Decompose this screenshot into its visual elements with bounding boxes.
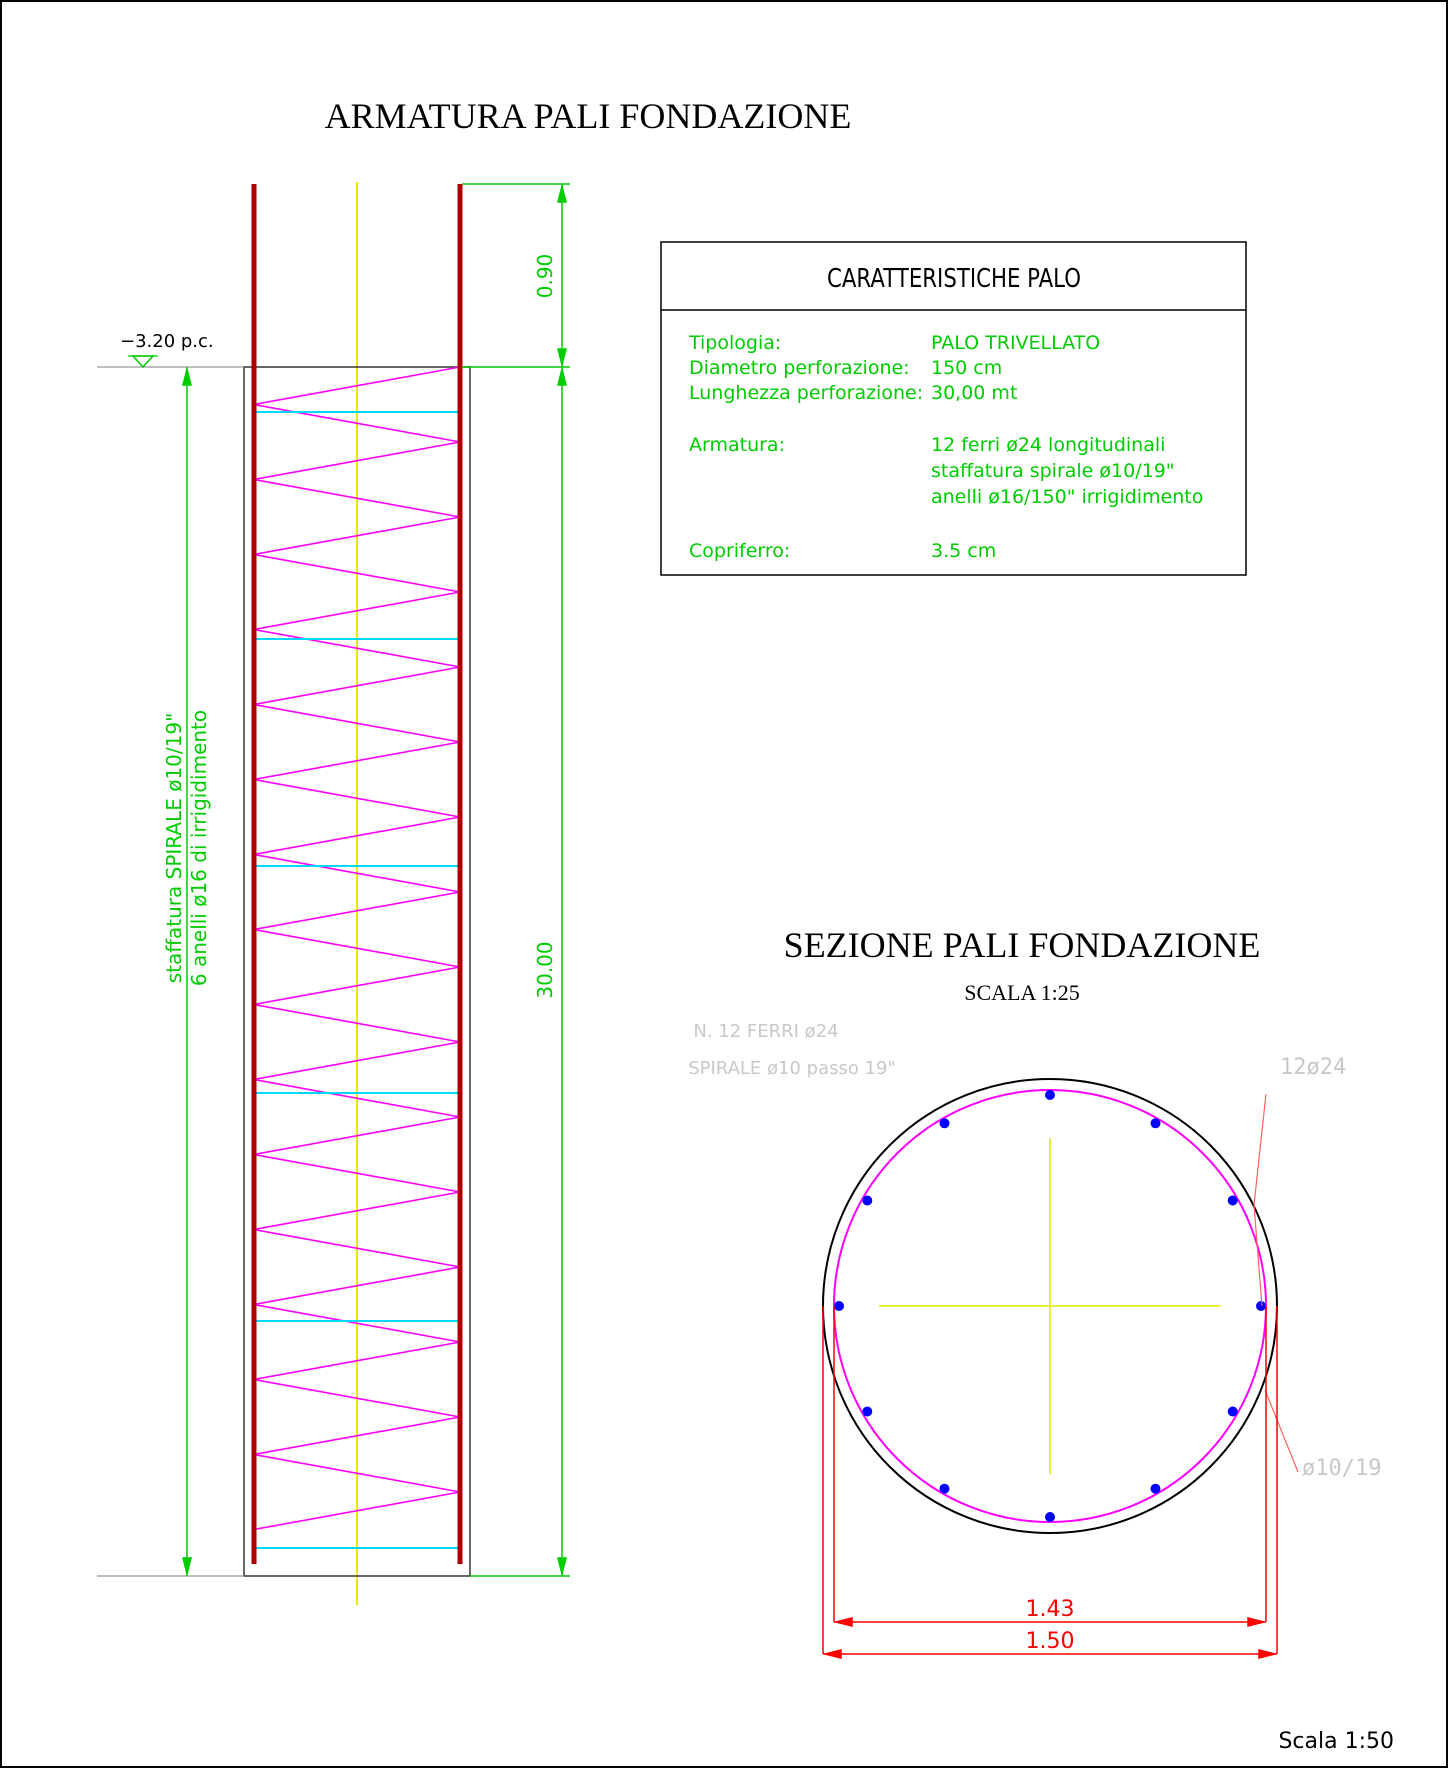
- characteristics-table: [660, 241, 1247, 576]
- table-value-copriferro: 3.5 cm: [931, 540, 996, 562]
- section-bar-11: [862, 1195, 873, 1206]
- dim-arrow-inner-right: [1247, 1617, 1265, 1627]
- dim-arrow-outer-right: [1258, 1649, 1276, 1659]
- pile-outline: [243, 366, 471, 1577]
- table-value-diametro: 150 cm: [931, 357, 1002, 379]
- dim-arrow-2: [557, 348, 567, 366]
- dim-arrow-5: [182, 368, 192, 386]
- dim-arrow-inner-left: [835, 1617, 853, 1627]
- spiral-zigzag: [253, 366, 461, 1531]
- table-value-armatura-3: anelli ø16/150" irrigidimento: [931, 486, 1203, 508]
- section-scale: SCALA 1:25: [964, 980, 1080, 1005]
- dim-arrow-3: [557, 368, 567, 386]
- section-bar-7: [1045, 1512, 1055, 1522]
- section-bar-1: [1045, 1090, 1055, 1100]
- leader-bars-1: [1253, 1093, 1267, 1206]
- table-value-tipologia: PALO TRIVELLATO: [931, 332, 1100, 354]
- dim-outer-value: 1.50: [1026, 1629, 1075, 1654]
- dimension-right: [462, 183, 570, 1577]
- dimension-left: [182, 367, 192, 1576]
- table-label-armatura: Armatura:: [689, 434, 785, 456]
- section-bar-9: [862, 1406, 873, 1417]
- table-label-lunghezza: Lunghezza perforazione:: [689, 382, 923, 404]
- longitudinal-bars-section: [834, 1090, 1266, 1522]
- table-body: Tipologia: PALO TRIVELLATO Diametro perf…: [688, 332, 1203, 562]
- stiffening-rings: [254, 411, 460, 1549]
- section-bar-3: [1227, 1195, 1238, 1206]
- section-bar-2: [1150, 1118, 1161, 1129]
- dim-top-value: 0.90: [533, 254, 557, 299]
- dim-arrow-1: [557, 185, 567, 203]
- table-value-armatura-1: 12 ferri ø24 longitudinali: [931, 434, 1165, 456]
- table-label-copriferro: Copriferro:: [689, 540, 790, 562]
- callout-bars-label: 12ø24: [1280, 1055, 1346, 1080]
- elevation-title: ARMATURA PALI FONDAZIONE: [325, 96, 852, 136]
- side-note-line1: staffatura SPIRALE ø10/19": [162, 713, 186, 984]
- dim-inner-value: 1.43: [1026, 1597, 1075, 1622]
- spiral-stirrup: [253, 366, 461, 1531]
- elevation-marker-icon: [131, 355, 155, 369]
- callout-spiral-label: ø10/19: [1302, 1456, 1381, 1481]
- dim-main-value: 30.00: [533, 941, 557, 998]
- drawing-scale-note: Scala 1:50: [1278, 1729, 1394, 1754]
- side-note-line2: 6 anelli ø16 di irrigidimento: [187, 710, 211, 986]
- leader-bars-2: [1253, 1204, 1263, 1307]
- table-label-tipologia: Tipologia:: [688, 332, 781, 354]
- table-title: CARATTERISTICHE PALO: [827, 264, 1081, 294]
- section-bar-8: [939, 1483, 950, 1494]
- section-bar-5: [1227, 1406, 1238, 1417]
- table-value-armatura-2: staffatura spirale ø10/19": [931, 460, 1175, 482]
- section-dimensions: [822, 1306, 1278, 1659]
- dim-arrow-4: [557, 1557, 567, 1575]
- leader-spiral: [1264, 1389, 1299, 1473]
- section-bar-12: [939, 1118, 950, 1129]
- dim-arrow-6: [182, 1557, 192, 1575]
- section-note-bars: N. 12 FERRI ø24: [693, 1021, 838, 1042]
- elevation-label: −3.20 p.c.: [120, 331, 214, 352]
- table-label-diametro: Diametro perforazione:: [689, 357, 910, 379]
- section-title: SEZIONE PALI FONDAZIONE: [784, 925, 1261, 965]
- section-bar-4: [1256, 1301, 1266, 1311]
- section-bar-6: [1150, 1483, 1161, 1494]
- section-bar-10: [834, 1301, 844, 1311]
- callout-leaders: [1253, 1093, 1299, 1473]
- section-note-spiral: SPIRALE ø10 passo 19": [688, 1058, 896, 1079]
- dim-arrow-outer-left: [824, 1649, 842, 1659]
- table-value-lunghezza: 30,00 mt: [931, 382, 1017, 404]
